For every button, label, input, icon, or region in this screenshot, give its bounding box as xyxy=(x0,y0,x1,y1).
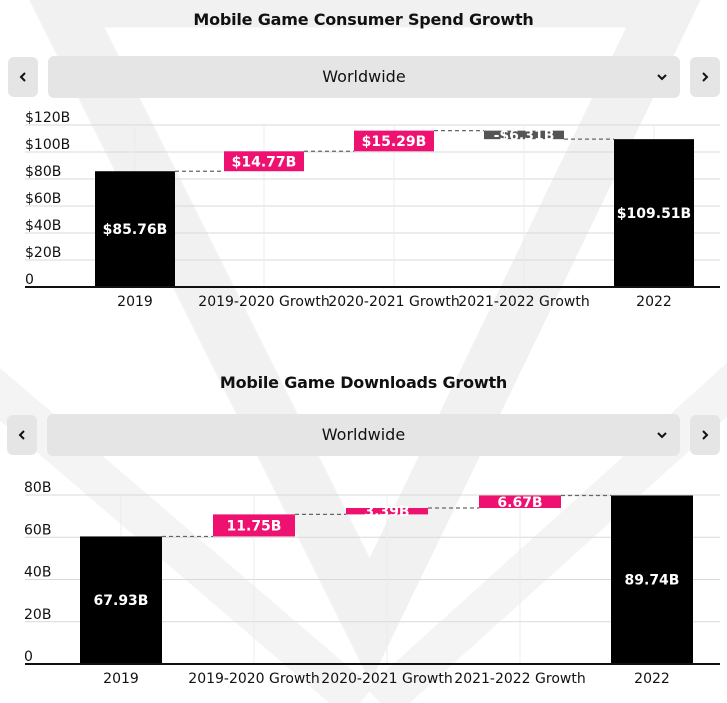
y-tick-label: 40B xyxy=(24,565,51,581)
prev-button-downloads[interactable] xyxy=(7,415,37,455)
y-tick-label: 0 xyxy=(25,272,34,288)
y-tick-label: $120B xyxy=(25,110,70,126)
y-tick-label: $20B xyxy=(25,245,61,261)
chart-title-spend: Mobile Game Consumer Spend Growth xyxy=(193,10,534,29)
waterfall-bar xyxy=(224,151,304,172)
data-label: 3.39B xyxy=(364,504,409,520)
chevron-left-icon xyxy=(18,430,25,440)
chevron-right-icon xyxy=(702,430,709,440)
waterfall-bar xyxy=(614,139,694,287)
y-tick-label: 20B xyxy=(24,607,51,623)
region-dropdown-downloads[interactable]: Worldwide xyxy=(47,414,680,456)
prev-button-spend[interactable] xyxy=(8,57,38,97)
data-label: -$6.31B xyxy=(494,128,555,144)
waterfall-bar xyxy=(213,514,295,537)
y-tick-label: 0 xyxy=(24,649,33,665)
chevron-right-icon xyxy=(702,72,709,82)
next-button-spend[interactable] xyxy=(690,57,720,97)
data-label: 67.93B xyxy=(94,593,149,609)
region-dropdown-value: Worldwide xyxy=(322,67,406,86)
x-category-label: 2020-2021 Growth xyxy=(321,671,452,687)
data-label: $109.51B xyxy=(617,206,691,222)
y-tick-label: $80B xyxy=(25,164,61,180)
region-dropdown-spend[interactable]: Worldwide xyxy=(48,56,680,98)
data-label: 11.75B xyxy=(227,518,282,534)
x-category-label: 2020-2021 Growth xyxy=(328,294,459,310)
next-button-downloads[interactable] xyxy=(690,415,720,455)
x-category-label: 2022 xyxy=(636,294,672,310)
y-tick-label: $40B xyxy=(25,218,61,234)
x-category-label: 2019 xyxy=(103,671,139,687)
data-label: $85.76B xyxy=(103,222,168,238)
waterfall-bar xyxy=(484,130,564,140)
chevron-left-icon xyxy=(19,72,26,82)
x-category-label: 2019 xyxy=(117,294,153,310)
data-label: $15.29B xyxy=(362,134,427,150)
y-tick-label: 80B xyxy=(24,480,51,496)
y-tick-label: $100B xyxy=(25,137,70,153)
data-label: 6.67B xyxy=(497,495,542,511)
waterfall-bar xyxy=(611,495,693,664)
chevron-down-icon xyxy=(657,432,667,439)
waterfall-bar xyxy=(80,536,162,664)
spend-waterfall-chart: 0 $20B $40B $60B $80B $100B $120B $85.76B $14.77… xyxy=(25,110,720,310)
waterfall-bar xyxy=(354,130,434,152)
x-category-label: 2021-2022 Growth xyxy=(458,294,589,310)
chevron-down-icon xyxy=(657,74,667,81)
waterfall-bar xyxy=(479,495,561,509)
data-label: 89.74B xyxy=(625,573,680,589)
y-tick-label: 60B xyxy=(24,522,51,538)
x-category-label: 2019-2020 Growth xyxy=(188,671,319,687)
data-label: $14.77B xyxy=(232,154,297,170)
chart-title-downloads: Mobile Game Downloads Growth xyxy=(219,373,508,392)
waterfall-bar xyxy=(95,171,175,287)
region-dropdown-value: Worldwide xyxy=(321,425,406,444)
x-category-label: 2021-2022 Growth xyxy=(454,671,585,687)
y-tick-label: $60B xyxy=(25,191,61,207)
x-category-label: 2019-2020 Growth xyxy=(198,294,329,310)
waterfall-bar xyxy=(346,508,428,515)
x-category-label: 2022 xyxy=(634,671,670,687)
